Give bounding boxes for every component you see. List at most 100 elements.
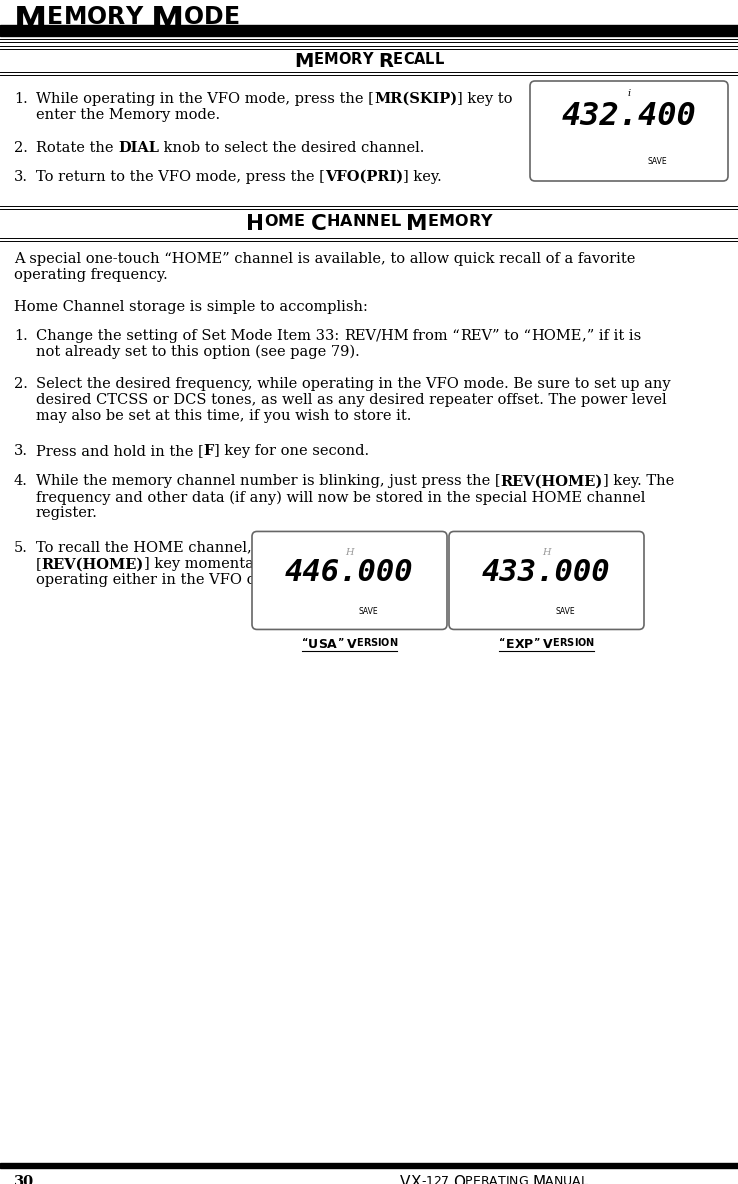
Text: Home Channel storage is simple to accomplish:: Home Channel storage is simple to accomp… [14, 300, 368, 314]
Text: Change the setting of Set Mode Item 33:: Change the setting of Set Mode Item 33: [36, 329, 344, 342]
Text: N: N [585, 638, 593, 649]
Text: 4.: 4. [14, 475, 28, 488]
Text: enter the Memory mode.: enter the Memory mode. [36, 109, 220, 122]
Text: N: N [365, 214, 379, 229]
Text: E: E [472, 1175, 480, 1184]
Text: desired CTCSS or DCS tones, as well as any desired repeater offset. The power le: desired CTCSS or DCS tones, as well as a… [36, 393, 666, 406]
Text: R: R [351, 52, 362, 67]
Text: [: [ [36, 558, 42, 572]
Text: Rotate the: Rotate the [36, 142, 118, 155]
Text: L: L [390, 214, 401, 229]
Text: E: E [379, 214, 390, 229]
Text: register.: register. [36, 507, 98, 520]
Text: R: R [480, 1175, 489, 1184]
Text: Y: Y [125, 5, 142, 28]
Text: L: L [425, 52, 434, 67]
Text: A: A [489, 1175, 497, 1184]
Text: E: E [294, 214, 305, 229]
Text: “: “ [302, 638, 308, 649]
Text: i: i [627, 89, 630, 98]
Text: N: N [352, 214, 365, 229]
Text: U: U [308, 638, 318, 651]
Text: E: E [314, 52, 324, 67]
Text: R: R [107, 5, 125, 28]
Text: A: A [573, 1175, 581, 1184]
Text: L: L [581, 1175, 588, 1184]
Text: ] key.: ] key. [403, 169, 442, 184]
Text: SAVE: SAVE [358, 607, 378, 617]
Text: R: R [559, 638, 567, 649]
Text: knob to select the desired channel.: knob to select the desired channel. [159, 142, 424, 155]
Text: 30: 30 [14, 1175, 34, 1184]
FancyBboxPatch shape [449, 532, 644, 630]
Text: H: H [246, 214, 264, 234]
Text: ] key to: ] key to [457, 92, 512, 107]
Text: 3.: 3. [14, 444, 28, 458]
Text: from “: from “ [409, 329, 461, 342]
Text: H: H [345, 548, 354, 558]
Text: “: “ [500, 638, 506, 649]
Text: P: P [524, 638, 533, 651]
Text: 3.: 3. [14, 169, 28, 184]
Text: E: E [427, 214, 438, 229]
Text: C: C [403, 52, 413, 67]
Text: M: M [532, 1175, 545, 1184]
Text: operating frequency.: operating frequency. [14, 268, 168, 282]
Text: E: E [393, 52, 403, 67]
Text: C: C [311, 214, 326, 234]
Text: M: M [151, 5, 184, 38]
Text: M: M [324, 52, 339, 67]
Text: 1.: 1. [14, 92, 28, 107]
Text: H: H [542, 548, 551, 558]
Text: 1.: 1. [14, 329, 28, 342]
Text: S: S [318, 638, 327, 651]
Text: VFO(PRI): VFO(PRI) [325, 169, 403, 184]
Text: Y: Y [362, 52, 373, 67]
Text: 1: 1 [425, 1175, 433, 1184]
Text: ] key for one second.: ] key for one second. [214, 444, 369, 458]
Text: SAVE: SAVE [555, 607, 575, 617]
Text: REV: REV [461, 329, 492, 342]
Text: ” to “: ” to “ [492, 329, 531, 342]
Text: REV(HOME): REV(HOME) [500, 475, 603, 488]
Text: E: E [356, 638, 363, 649]
Text: 7: 7 [441, 1175, 449, 1184]
Text: I: I [573, 638, 577, 649]
Text: O: O [455, 214, 468, 229]
Text: N: N [554, 1175, 563, 1184]
Text: M: M [277, 214, 294, 229]
Text: S: S [370, 638, 377, 649]
Text: Select the desired frequency, while operating in the VFO mode. Be sure to set up: Select the desired frequency, while oper… [36, 377, 671, 391]
Text: M: M [63, 5, 87, 28]
FancyBboxPatch shape [252, 532, 447, 630]
Text: R: R [468, 214, 480, 229]
Text: While the memory channel number is blinking, just press the [: While the memory channel number is blink… [36, 475, 500, 488]
Text: HOME: HOME [531, 329, 582, 342]
Text: O: O [577, 638, 585, 649]
Text: G: G [519, 1175, 528, 1184]
Text: F: F [204, 444, 214, 458]
Text: E: E [553, 638, 559, 649]
Text: X: X [514, 638, 524, 651]
Text: 2.: 2. [14, 142, 28, 155]
Text: V: V [543, 638, 553, 651]
Text: O: O [264, 214, 277, 229]
Text: M: M [14, 5, 47, 38]
Bar [0, 25, 738, 36]
Text: O: O [339, 52, 351, 67]
Text: 5.: 5. [14, 541, 28, 555]
Text: T: T [497, 1175, 506, 1184]
Text: 433.000: 433.000 [482, 559, 611, 587]
Text: E: E [47, 5, 63, 28]
Text: 446.000: 446.000 [285, 559, 414, 587]
Text: I: I [506, 1175, 509, 1184]
Text: R: R [378, 52, 393, 71]
Text: O: O [381, 638, 389, 649]
Text: P: P [465, 1175, 472, 1184]
Text: -: - [421, 1175, 425, 1184]
Text: While operating in the VFO mode, press the [: While operating in the VFO mode, press t… [36, 92, 374, 107]
Text: X: X [410, 1175, 421, 1184]
Text: H: H [326, 214, 339, 229]
Text: V: V [400, 1175, 410, 1184]
FancyBboxPatch shape [530, 81, 728, 181]
